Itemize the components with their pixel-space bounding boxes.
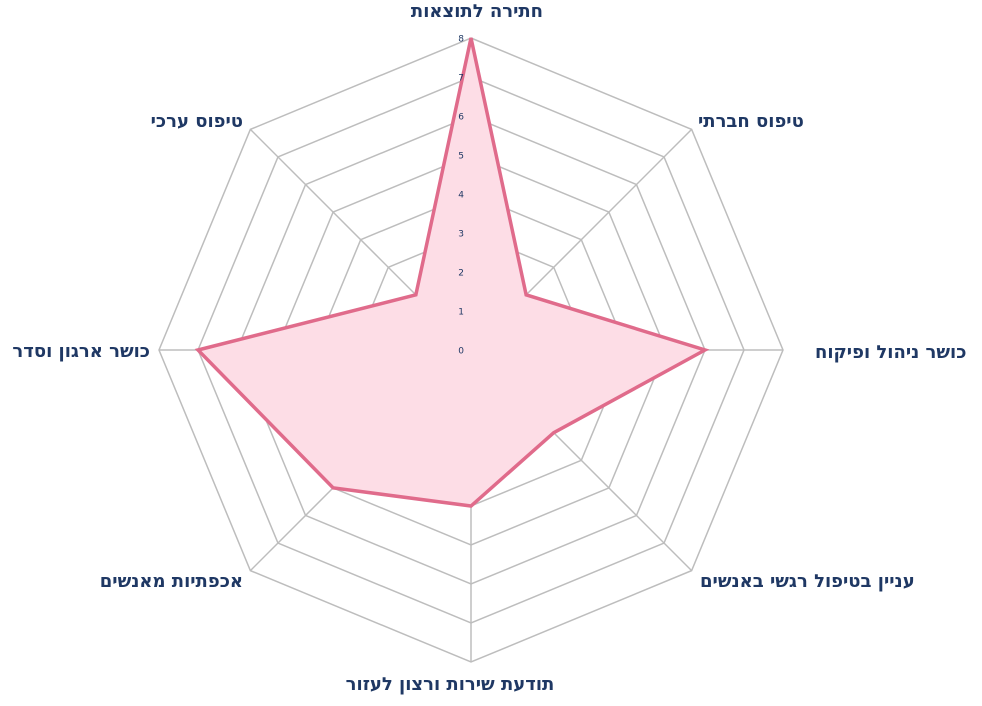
category-label: כושר ארגון וסדר [12, 341, 150, 362]
r-tick-label: 2 [458, 269, 464, 279]
r-tick-label: 4 [458, 191, 464, 201]
category-label: עניין בטיפול רגשי באנשים [700, 571, 915, 592]
category-label: חתירה לתוצאות [411, 1, 543, 22]
category-label: טיפוס חברתי [698, 111, 804, 132]
r-tick-label: 1 [458, 308, 464, 318]
r-tick-label: 7 [458, 74, 464, 84]
r-tick-label: 0 [458, 347, 464, 357]
r-tick-label: 6 [458, 113, 464, 123]
category-label: טיפוס ערכי [151, 111, 243, 132]
r-tick-label: 8 [458, 35, 464, 45]
category-label: כושר ניהול ופיקוח [815, 342, 966, 363]
r-tick-label: 3 [458, 230, 464, 240]
category-label: תודעת שירות ורצון לעזור [346, 674, 555, 695]
data-area [194, 37, 710, 508]
category-label: אכפתיות מאנשים [100, 571, 243, 592]
r-tick-label: 5 [458, 152, 464, 162]
